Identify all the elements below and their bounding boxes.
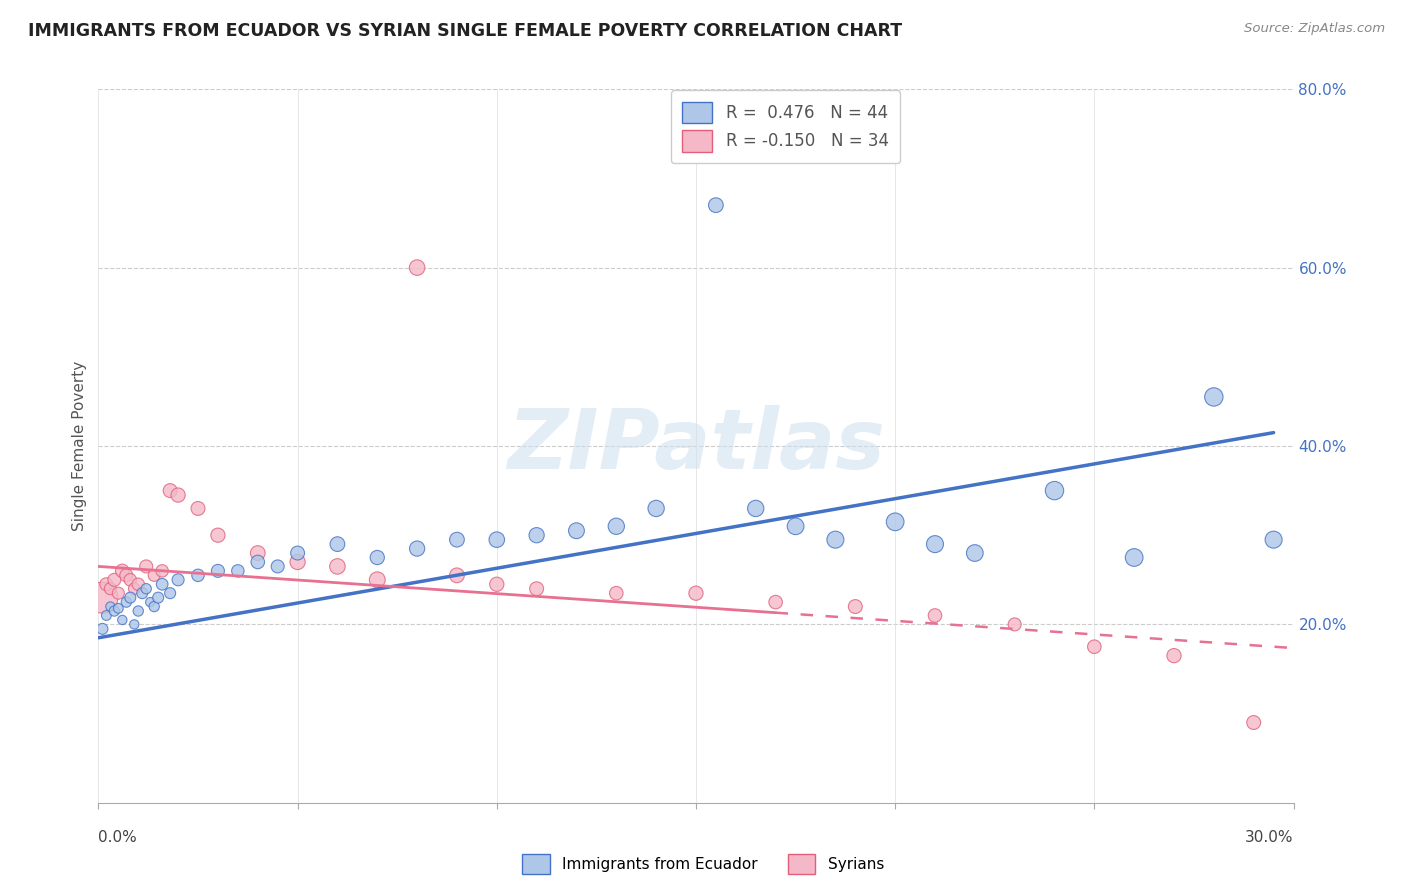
Point (139, 595, 162, 609)
Point (446, 568, 468, 582)
Point (135, 559, 157, 574)
Point (115, 568, 138, 582)
Point (148, 591, 170, 605)
Legend: Immigrants from Ecuador, Syrians: Immigrants from Ecuador, Syrians (516, 848, 890, 880)
Point (131, 586, 153, 600)
Point (1083, 640, 1105, 654)
Point (645, 501, 668, 516)
Point (103, 573, 125, 587)
Point (91, 622, 114, 636)
Point (963, 546, 986, 560)
Point (187, 501, 209, 516)
Text: 30.0%: 30.0% (1246, 830, 1294, 845)
Point (1163, 648, 1185, 663)
Point (287, 546, 309, 560)
Point (226, 564, 249, 578)
Point (267, 559, 290, 574)
Point (150, 564, 173, 578)
Point (187, 568, 209, 582)
Point (167, 573, 190, 587)
Point (127, 577, 149, 591)
Point (111, 564, 134, 578)
Point (135, 582, 157, 596)
Point (150, 577, 173, 591)
Point (1243, 715, 1265, 730)
Point (1004, 617, 1026, 632)
Point (446, 533, 468, 547)
Point (366, 573, 388, 587)
Point (366, 550, 388, 565)
Point (100, 582, 122, 596)
Point (127, 604, 149, 618)
Point (1043, 483, 1066, 498)
Point (107, 586, 129, 600)
Text: IMMIGRANTS FROM ECUADOR VS SYRIAN SINGLE FEMALE POVERTY CORRELATION CHART: IMMIGRANTS FROM ECUADOR VS SYRIAN SINGLE… (28, 22, 903, 40)
Point (565, 524, 588, 538)
Point (605, 519, 627, 533)
Point (91, 591, 114, 605)
Point (207, 528, 229, 542)
Point (111, 613, 134, 627)
Text: 0.0%: 0.0% (98, 830, 138, 845)
Point (287, 555, 309, 569)
Point (143, 568, 166, 582)
Point (96, 608, 118, 623)
Point (1202, 390, 1225, 404)
Point (924, 608, 946, 623)
Point (167, 488, 190, 502)
Point (785, 519, 807, 533)
Point (120, 573, 142, 587)
Point (207, 564, 229, 578)
Point (120, 591, 142, 605)
Point (103, 604, 125, 618)
Point (605, 586, 627, 600)
Point (765, 595, 787, 609)
Point (745, 501, 768, 516)
Point (485, 533, 508, 547)
Point (1263, 533, 1285, 547)
Point (107, 601, 129, 615)
Point (159, 586, 181, 600)
Point (526, 528, 548, 542)
Y-axis label: Single Female Poverty: Single Female Poverty (72, 361, 87, 531)
Point (159, 483, 181, 498)
Point (326, 559, 349, 574)
Point (704, 198, 727, 212)
Point (246, 555, 269, 569)
Point (96, 577, 118, 591)
Legend: R =  0.476   N = 44, R = -0.150   N = 34: R = 0.476 N = 44, R = -0.150 N = 34 (671, 90, 900, 163)
Point (124, 582, 146, 596)
Point (115, 595, 138, 609)
Point (685, 586, 707, 600)
Point (884, 515, 907, 529)
Point (924, 537, 946, 551)
Point (246, 546, 269, 560)
Point (124, 617, 146, 632)
Point (526, 582, 548, 596)
Point (1123, 550, 1146, 565)
Point (485, 577, 508, 591)
Point (844, 599, 866, 614)
Point (326, 537, 349, 551)
Text: ZIPatlas: ZIPatlas (508, 406, 884, 486)
Point (143, 599, 166, 614)
Point (100, 599, 122, 614)
Text: Source: ZipAtlas.com: Source: ZipAtlas.com (1244, 22, 1385, 36)
Point (406, 260, 429, 275)
Point (406, 541, 429, 556)
Point (824, 533, 846, 547)
